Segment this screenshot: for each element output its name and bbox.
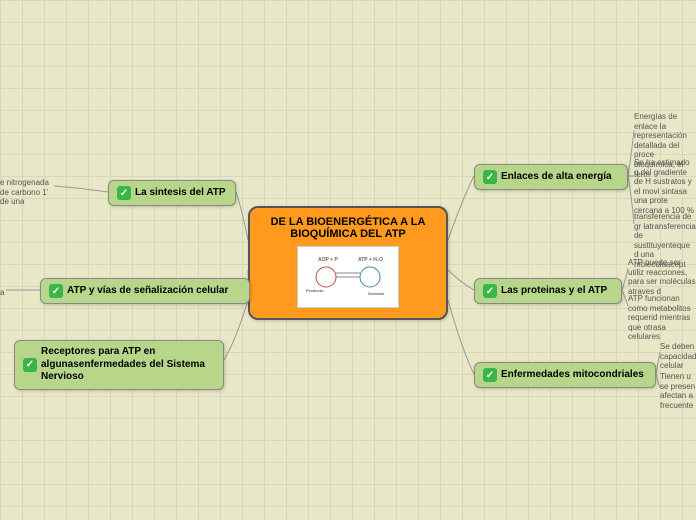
leaf-text: Se deben capacidad celular xyxy=(660,342,696,371)
svg-text:Producto: Producto xyxy=(306,288,324,293)
check-icon: ✓ xyxy=(483,368,497,382)
node-mitocondriales[interactable]: ✓ Enfermedades mitocondriales xyxy=(474,362,656,388)
check-icon: ✓ xyxy=(117,186,131,200)
mindmap-canvas: { "canvas": { "bg": "#e8e8c8", "grid": "… xyxy=(0,0,696,520)
center-title: DE LA BIOENERGÉTICA A LA BIOQUÍMICA DEL … xyxy=(258,216,438,240)
check-icon: ✓ xyxy=(49,284,63,298)
node-label: Receptores para ATP en algunasenfermedad… xyxy=(41,346,215,384)
check-icon: ✓ xyxy=(483,170,497,184)
node-label: Las proteinas y el ATP xyxy=(501,285,607,298)
check-icon: ✓ xyxy=(23,358,37,372)
leaf-text: ATP puede ser utiliz reacciones, para se… xyxy=(628,258,696,296)
node-receptores[interactable]: ✓ Receptores para ATP en algunasenfermeda… xyxy=(14,340,224,390)
node-vias[interactable]: ✓ ATP y vías de señalización celular xyxy=(40,278,250,304)
leaf-text: ATP funcionan como metabolitos requerid … xyxy=(628,294,696,342)
leaf-text: a xyxy=(0,288,10,298)
leaf-text: Se ha estimado q del gradiente de H sust… xyxy=(634,158,696,216)
node-proteinas[interactable]: ✓ Las proteinas y el ATP xyxy=(474,278,622,304)
svg-text:AOP + P: AOP + P xyxy=(318,257,338,263)
node-label: ATP y vías de señalización celular xyxy=(67,285,228,298)
center-node[interactable]: DE LA BIOENERGÉTICA A LA BIOQUÍMICA DEL … xyxy=(248,206,448,320)
node-sintesis[interactable]: ✓ La sintesis del ATP xyxy=(108,180,236,206)
node-label: Enlaces de alta energía xyxy=(501,171,612,184)
node-label: La sintesis del ATP xyxy=(135,187,226,200)
svg-text:Sustrato: Sustrato xyxy=(368,291,385,296)
svg-text:ATP + H₂O: ATP + H₂O xyxy=(358,257,383,263)
node-enlaces[interactable]: ✓ Enlaces de alta energía xyxy=(474,164,628,190)
center-image-placeholder: AOP + P ATP + H₂O Producto Sustrato xyxy=(297,246,399,308)
node-label: Enfermedades mitocondriales xyxy=(501,369,644,382)
leaf-text: e nitrogenada de carbono 1' de una xyxy=(0,178,54,207)
check-icon: ✓ xyxy=(483,284,497,298)
leaf-text: Tienen u se presen afectan a frecuente xyxy=(660,372,696,410)
